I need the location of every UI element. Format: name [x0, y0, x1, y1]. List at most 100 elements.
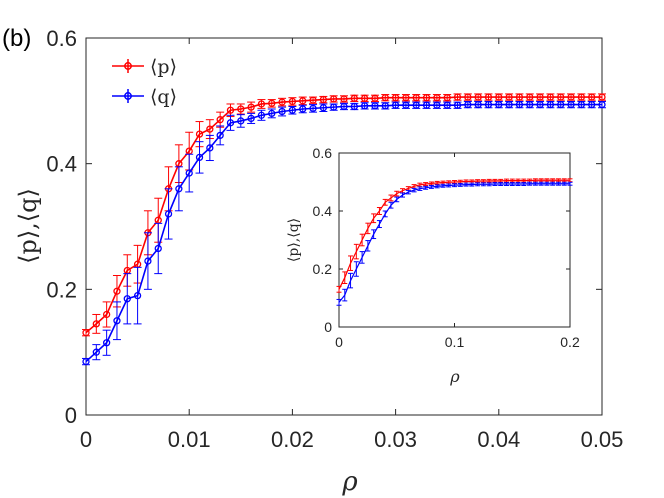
main-data-point-p	[588, 93, 596, 101]
main-data-point-p	[237, 105, 245, 113]
main-data-point-p	[257, 100, 266, 108]
main-data-point-q	[82, 357, 90, 366]
main-data-point-q	[309, 104, 317, 113]
main-data-point-p	[102, 310, 111, 319]
main-x-axis-label: ρ	[341, 467, 358, 497]
main-data-point-p	[546, 93, 555, 101]
main-data-point-p	[288, 97, 297, 106]
main-data-point-q	[360, 102, 369, 110]
main-data-point-q	[164, 210, 173, 218]
main-data-point-p	[536, 93, 544, 101]
main-data-point-q	[102, 339, 111, 347]
main-data-point-q	[113, 317, 121, 325]
main-data-point-q	[422, 101, 431, 109]
main-data-point-p	[350, 94, 358, 102]
main-data-point-q	[453, 101, 462, 109]
main-data-point-q	[340, 102, 348, 111]
inset-x-axis-label: ρ	[449, 367, 460, 386]
main-data-point-p	[226, 106, 235, 114]
main-data-point-p	[464, 93, 472, 101]
inset-x-tick-label: 0.2	[560, 334, 580, 350]
inset-y-axis-label: ⟨p⟩,⟨q⟩	[286, 218, 302, 262]
main-data-point-q	[154, 244, 162, 253]
inset-x-tick-label: 0	[335, 334, 343, 350]
main-y-tick-label: 0	[65, 403, 77, 428]
main-data-point-p	[505, 93, 513, 101]
legend-label-q: ⟨q⟩	[150, 86, 177, 108]
inset-y-tick-label: 0.6	[313, 145, 333, 161]
main-data-point-q	[381, 102, 389, 110]
main-data-point-q	[92, 348, 100, 356]
inset-y-tick-label: 0.2	[313, 261, 333, 277]
main-data-point-p	[309, 96, 317, 104]
main-x-tick-label: 0.02	[271, 427, 314, 452]
main-data-point-p	[453, 93, 462, 101]
main-data-point-p	[515, 93, 524, 101]
main-data-point-p	[381, 94, 389, 102]
main-data-point-q	[433, 101, 441, 109]
main-data-point-q	[515, 100, 524, 109]
main-data-point-p	[474, 93, 482, 101]
main-data-point-p	[557, 93, 565, 101]
main-data-point-p	[402, 94, 410, 102]
main-data-point-p	[484, 93, 493, 101]
main-data-point-q	[237, 117, 245, 125]
main-data-point-q	[257, 111, 266, 119]
legend-marker-p	[124, 62, 132, 70]
main-data-point-q	[371, 102, 379, 110]
main-data-point-p	[340, 95, 348, 103]
main-data-point-q	[206, 144, 214, 152]
main-data-point-q	[226, 119, 235, 127]
main-data-point-q	[546, 100, 555, 109]
main-data-point-q	[484, 100, 493, 109]
main-data-point-p	[82, 329, 90, 337]
main-data-point-p	[360, 94, 369, 102]
inset-chart: 0 0.1 0.2 0 0.2 0.4 0.6 ρ ⟨p⟩,⟨q⟩	[286, 145, 580, 386]
main-data-point-p	[278, 98, 286, 106]
main-data-point-p	[92, 320, 100, 328]
legend: ⟨p⟩ ⟨q⟩	[112, 56, 177, 108]
inset-x-tick-label: 0.1	[445, 334, 465, 350]
main-data-point-q	[195, 153, 204, 162]
inset-series-layer	[336, 178, 573, 306]
main-data-point-p	[433, 94, 441, 102]
main-data-point-q	[299, 105, 307, 113]
main-data-point-q	[330, 103, 338, 111]
main-data-point-p	[195, 130, 204, 138]
main-data-point-p	[247, 103, 255, 111]
main-data-point-q	[526, 100, 534, 109]
inset-axis-ticks: 0 0.1 0.2 0 0.2 0.4 0.6	[313, 145, 580, 350]
main-x-tick-label: 0.01	[168, 427, 211, 452]
main-data-point-p	[412, 94, 420, 102]
main-data-point-q	[247, 114, 255, 123]
panel-label: (b)	[2, 25, 31, 52]
main-data-point-q	[123, 295, 131, 303]
main-x-tick-label: 0.03	[374, 427, 417, 452]
main-data-point-q	[536, 100, 544, 109]
main-data-point-q	[412, 101, 420, 109]
main-data-point-p	[443, 94, 451, 102]
main-data-point-q	[133, 291, 142, 300]
main-data-point-p	[206, 125, 214, 133]
main-y-tick-label: 0.4	[46, 152, 77, 177]
main-x-tick-label: 0	[80, 427, 92, 452]
main-x-tick-label: 0.04	[477, 427, 520, 452]
main-data-point-q	[216, 131, 224, 140]
main-data-point-q	[588, 100, 596, 109]
inset-y-tick-label: 0	[324, 319, 332, 335]
main-data-point-q	[185, 169, 193, 177]
main-data-point-q	[350, 102, 358, 111]
main-data-point-q	[598, 100, 606, 109]
main-data-point-q	[567, 100, 575, 109]
main-data-point-p	[495, 93, 503, 101]
main-data-point-q	[391, 101, 400, 109]
main-data-point-q	[443, 101, 451, 109]
main-data-point-q	[268, 109, 276, 118]
main-data-point-q	[402, 101, 410, 109]
main-data-point-q	[175, 185, 183, 193]
main-data-point-p	[526, 93, 534, 101]
main-data-point-p	[216, 116, 224, 124]
main-data-point-q	[474, 100, 482, 109]
main-y-tick-label: 0.6	[46, 26, 77, 51]
